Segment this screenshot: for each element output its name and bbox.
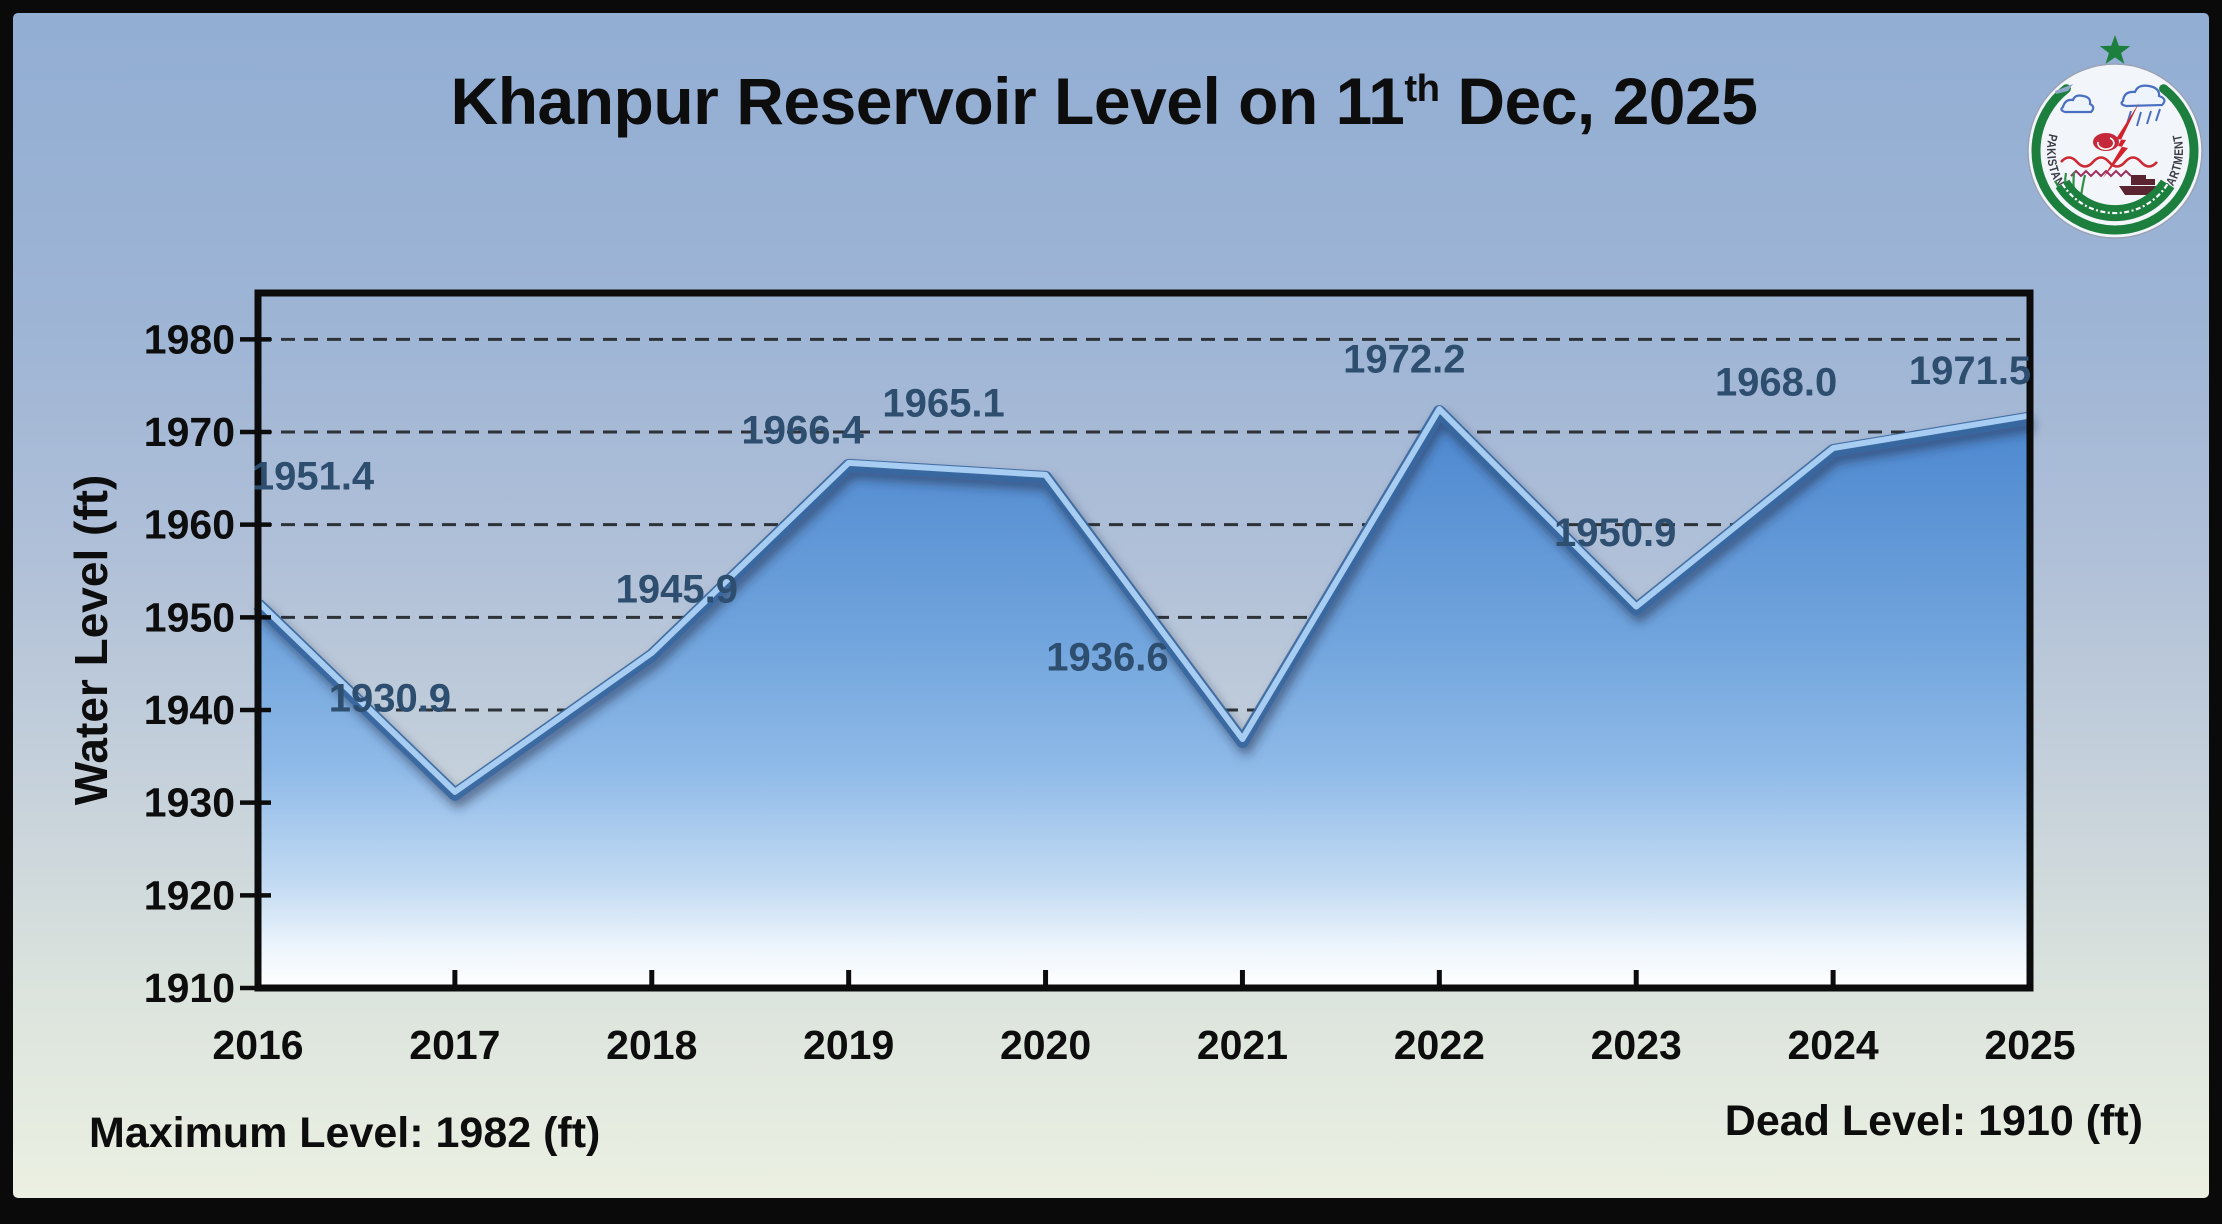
star-icon: [2099, 35, 2131, 64]
cyclone-icon: [2093, 133, 2119, 151]
y-tick-label-1930: 1930: [144, 780, 235, 826]
y-tick-label-1920: 1920: [144, 872, 235, 918]
series-line-highlight: [255, 406, 2031, 795]
cloud-right-icon: [2120, 84, 2166, 108]
pmd-logo: PAKISTAN METEOROLOGICAL DEPARTMENT: [2027, 35, 2203, 239]
data-label-2025: 1971.5: [1909, 349, 2031, 393]
zigzag-wave-icon: [2070, 169, 2132, 178]
plot-border: [254, 289, 2034, 992]
airplane-icon: [2055, 84, 2073, 94]
x-tick-label-2018: 2018: [606, 1022, 697, 1068]
logo-center-art: [2054, 84, 2167, 197]
wave-icon: [2060, 156, 2158, 168]
area-series: [253, 405, 2032, 988]
x-tick-label-2023: 2023: [1591, 1022, 1682, 1068]
chart-title-date: Dec, 2025: [1439, 64, 1758, 138]
banner-calligraphy: [2061, 183, 2169, 215]
crescent-icon: [2031, 84, 2199, 235]
lightning-icon: [2103, 103, 2139, 178]
x-tick-label-2024: 2024: [1788, 1022, 1879, 1068]
y-tick-label-1950: 1950: [144, 594, 235, 640]
x-tick-label-2019: 2019: [803, 1022, 894, 1068]
cyclone-swirl: [2097, 137, 2115, 150]
maximum-level-note: Maximum Level: 1982 (ft): [89, 1109, 601, 1157]
y-tick-labels: 1910 1920 1930 1940 1950 1960 1970 1980: [144, 316, 235, 1011]
data-label-2023: 1950.9: [1554, 511, 1676, 555]
dead-level-note: Dead Level: 1910 (ft): [1724, 1097, 2143, 1145]
y-tick-label-1970: 1970: [144, 409, 235, 455]
data-label-2020: 1965.1: [882, 381, 1004, 425]
x-tick-labels: 2016 2017 2018 2019 2020 2021 2022 2023 2024 2025: [212, 1022, 2075, 1068]
plot-border-rect: [254, 289, 2034, 992]
y-tick-label-1940: 1940: [144, 687, 235, 733]
series-line-group: [253, 405, 2032, 801]
chart-title-text: Khanpur Reservoir Level on 11: [450, 64, 1405, 138]
data-label-2022: 1972.2: [1343, 338, 1465, 382]
x-tick-label-2022: 2022: [1394, 1022, 1485, 1068]
axis-ticks: [240, 337, 1836, 991]
y-tick-label-1960: 1960: [144, 502, 235, 548]
water-level-area: [258, 411, 2030, 988]
x-tick-label-2021: 2021: [1197, 1022, 1288, 1068]
data-labels: 1951.4 1930.9 1945.9 1966.4 1965.1 1936.6 1972…: [252, 338, 2031, 721]
chart-title-superscript: th: [1404, 67, 1440, 110]
x-tick-label-2017: 2017: [409, 1022, 500, 1068]
chart-title: Khanpur Reservoir Level on 11th Dec, 202…: [13, 63, 2195, 139]
data-label-2021: 1936.6: [1046, 636, 1168, 680]
data-label-2018: 1945.9: [616, 567, 738, 611]
x-tick-label-2016: 2016: [212, 1022, 303, 1068]
cloud-left-icon: [2060, 94, 2095, 114]
y-tick-label-1910: 1910: [144, 965, 235, 1011]
y-tick-label-1980: 1980: [144, 316, 235, 362]
x-tick-label-2020: 2020: [1000, 1022, 1091, 1068]
data-label-2019: 1966.4: [741, 408, 864, 452]
data-label-2024: 1968.0: [1715, 361, 1837, 405]
x-tick-label-2025: 2025: [1984, 1022, 2075, 1068]
rain-icon: [2126, 108, 2161, 127]
data-label-2016: 1951.4: [252, 454, 375, 498]
data-label-2017: 1930.9: [329, 676, 451, 720]
